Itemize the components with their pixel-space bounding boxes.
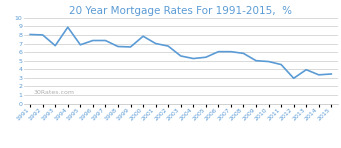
Text: 30Rates.com: 30Rates.com: [33, 90, 74, 95]
Title: 20 Year Mortgage Rates For 1991-2015,  %: 20 Year Mortgage Rates For 1991-2015, %: [69, 6, 292, 16]
